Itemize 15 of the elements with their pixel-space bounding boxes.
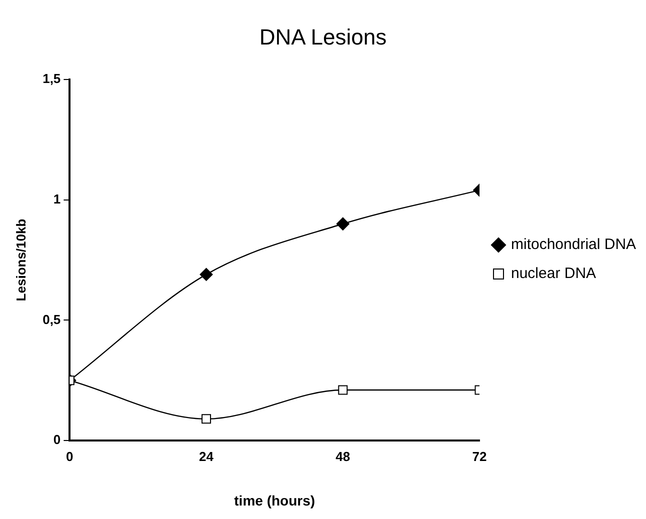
y-tick-label: 0,5 — [42, 312, 61, 327]
legend-label: nuclear DNA — [511, 265, 596, 282]
x-axis-title: time (hours) — [234, 492, 316, 508]
x-tick-label: 72 — [472, 448, 487, 464]
x-tick-label: 24 — [199, 448, 214, 464]
y-tick-label: 1 — [53, 191, 61, 206]
point — [336, 217, 350, 230]
chart-title: DNA Lesions — [259, 24, 387, 50]
y-axis-title: Lesions/10kb — [13, 218, 28, 302]
x-tick-label: 48 — [336, 448, 350, 464]
x-tick-label: 0 — [66, 448, 74, 464]
point — [200, 268, 213, 281]
legend-label: mitochondrial DNA — [511, 236, 636, 254]
y-tick-label: 1,5 — [42, 70, 61, 86]
y-tick-label: 0 — [53, 432, 61, 448]
